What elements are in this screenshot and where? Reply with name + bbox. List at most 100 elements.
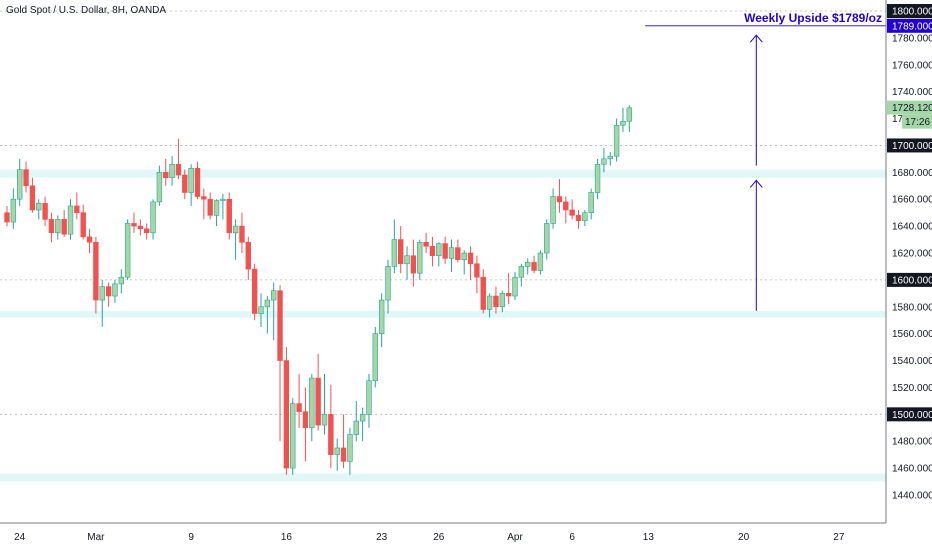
price-label-text: 1800.000 <box>892 7 932 18</box>
candle-body <box>524 262 531 267</box>
candle-body <box>290 403 296 469</box>
candle-body <box>169 163 175 179</box>
candle-body <box>137 225 144 230</box>
candle-body <box>436 243 442 256</box>
candle-body <box>194 168 201 197</box>
candle-body <box>410 255 417 274</box>
time-tick-label: 9 <box>188 532 194 543</box>
candle-body <box>442 243 448 259</box>
candle-body <box>601 158 607 165</box>
candle-body <box>321 414 328 426</box>
candle-body <box>461 252 467 261</box>
weekly-upside-label: Weekly Upside $1789/oz <box>744 11 882 25</box>
candle-body <box>480 276 486 310</box>
price-label-badge <box>887 272 932 287</box>
candle-body <box>150 201 156 234</box>
candle-body <box>372 333 378 382</box>
candle-body <box>42 202 48 220</box>
candle-body <box>385 266 391 301</box>
price-tick-label: 1780.000 <box>892 33 932 44</box>
candle-body <box>556 196 563 203</box>
candle-body <box>220 198 226 201</box>
time-tick-label: 26 <box>433 532 445 543</box>
candle-body <box>188 168 194 193</box>
candle-body <box>10 198 17 223</box>
price-tick-label: 1460.000 <box>892 464 932 475</box>
candle-body <box>296 403 302 412</box>
candle-body <box>378 299 385 334</box>
price-tick-label: 1480.000 <box>892 437 932 448</box>
candle-body <box>264 299 271 308</box>
candle-body <box>550 196 556 224</box>
highlight-zone <box>0 310 886 318</box>
price-tick-label: 1440.000 <box>892 491 932 502</box>
candle-body <box>29 185 36 211</box>
price-label-text: 1500.000 <box>892 410 932 421</box>
candle-body <box>112 283 118 297</box>
candle-body <box>105 286 112 297</box>
candle-body <box>512 276 518 297</box>
price-label-text: 1728.120 <box>892 103 932 114</box>
candle-body <box>124 223 131 278</box>
candle-body <box>302 411 309 429</box>
candle-body <box>582 212 588 222</box>
price-tick-label: 1740.000 <box>892 87 932 98</box>
price-tick-label: 1620.000 <box>892 249 932 260</box>
candle-body <box>423 241 429 247</box>
time-tick-label: 20 <box>738 532 750 543</box>
candle-body <box>474 263 480 278</box>
candlestick-series <box>4 105 633 475</box>
candle-body <box>36 202 42 211</box>
candle-body <box>429 245 436 256</box>
price-label-badge <box>887 4 932 18</box>
price-tick-label: 1580.000 <box>892 302 932 313</box>
candle-body <box>131 223 137 227</box>
candle-body <box>4 212 10 223</box>
candle-body <box>391 239 398 267</box>
candle-body <box>563 201 569 211</box>
candle-body <box>626 107 633 122</box>
price-label-text: 1600.000 <box>892 275 932 286</box>
price-axis[interactable]: 1800.0001780.0001760.0001740.0001720.000… <box>885 0 932 523</box>
countdown-text: 17:26 <box>905 117 930 128</box>
candle-body <box>448 247 455 259</box>
candle-body <box>569 209 575 216</box>
candle-body <box>251 268 258 314</box>
candle-body <box>537 252 544 271</box>
candle-body <box>347 434 353 462</box>
price-tick-label: 1540.000 <box>892 356 932 367</box>
symbol-title: Gold Spot / U.S. Dollar, 8H, OANDA <box>6 5 167 16</box>
candle-body <box>277 290 283 361</box>
candle-body <box>23 169 29 187</box>
candle-body <box>226 198 232 234</box>
support-resistance-zones <box>0 169 886 482</box>
candle-body <box>328 414 334 455</box>
time-tick-label: Apr <box>507 532 523 543</box>
candle-body <box>531 262 537 271</box>
candle-body <box>309 377 315 429</box>
candle-body <box>239 225 245 243</box>
candle-body <box>67 205 74 235</box>
candle-body <box>417 241 423 274</box>
candle-body <box>207 198 213 216</box>
time-axis[interactable]: 24 Mar 9 16 23 26 Apr 6 13 20 27 <box>0 522 886 543</box>
candle-body <box>86 236 93 243</box>
price-tick-label: 1640.000 <box>892 222 932 233</box>
candle-body <box>505 293 512 297</box>
candle-body <box>61 219 67 235</box>
time-tick-label: Mar <box>87 532 105 543</box>
candle-body <box>99 286 105 301</box>
candle-body <box>93 241 99 301</box>
highlight-zone <box>0 473 886 482</box>
candle-body <box>544 223 550 254</box>
time-tick-label: 13 <box>643 532 655 543</box>
candle-body <box>182 174 188 193</box>
candle-body <box>334 447 340 455</box>
annotations: Weekly Upside $1789/oz <box>645 11 886 311</box>
price-label-badge <box>887 138 932 153</box>
candle-body <box>118 276 125 285</box>
candle-body <box>144 228 150 234</box>
price-label-text: 1789.000 <box>892 21 932 32</box>
price-tick-label: 1560.000 <box>892 329 932 340</box>
